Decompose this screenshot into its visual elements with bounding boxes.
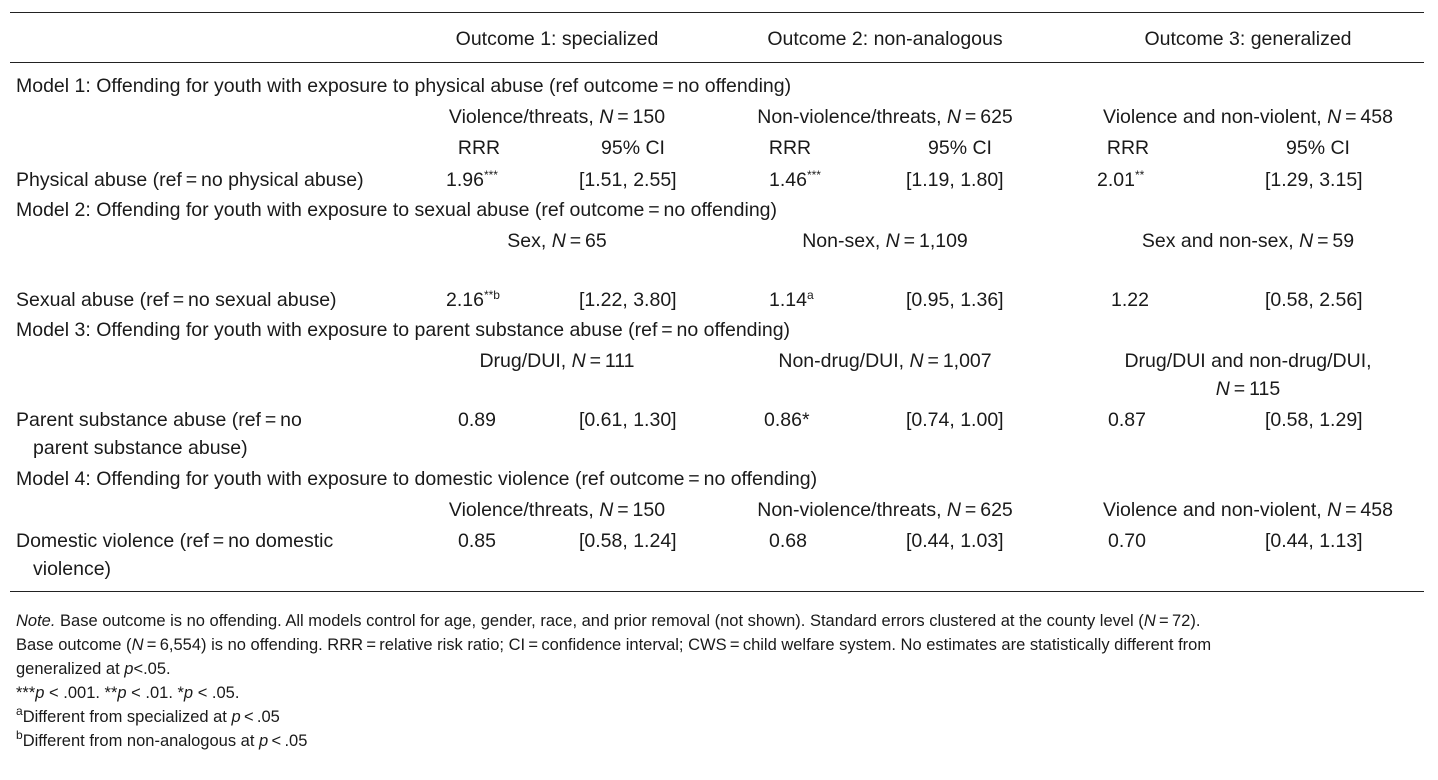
outcome-2-header: Outcome 2: non-analogous: [767, 28, 1003, 50]
footnote-b: bDifferent from non-analogous at p < .05: [16, 728, 308, 750]
model-2-rrr-3: 1.22: [1111, 289, 1149, 311]
model-3-rrr-3: 0.87: [1108, 409, 1146, 431]
model-4-row-label-line-2: violence): [33, 558, 112, 580]
model-2-group-2: Non-sex, N = 1,109: [802, 230, 968, 252]
model-4-rrr-3: 0.70: [1108, 530, 1146, 552]
model-3-group-1: Drug/DUI, N = 111: [479, 350, 635, 372]
model-1-group-3: Violence and non-violent, N = 458: [1103, 106, 1393, 128]
model-2-row-label: Sexual abuse (ref = no sexual abuse): [16, 289, 337, 311]
model-1-rrr-2: 1.46***: [769, 168, 821, 191]
model-2-title: Model 2: Offending for youth with exposu…: [16, 199, 778, 221]
header-bottom-rule: [10, 62, 1424, 63]
model-3-group-3-line-1: Drug/DUI and non-drug/DUI,: [1124, 350, 1372, 372]
model-4-ci-1: [0.58, 1.24]: [579, 530, 677, 552]
model-2-ci-3: [0.58, 2.56]: [1265, 289, 1363, 311]
model-1-rrr-header-3: RRR: [1106, 137, 1150, 159]
footnote-a: aDifferent from specialized at p < .05: [16, 704, 280, 726]
model-3-group-3-line-2: N = 115: [1215, 378, 1281, 400]
model-1-row-label: Physical abuse (ref = no physical abuse): [16, 169, 364, 191]
table-bottom-rule: [10, 591, 1424, 592]
note-line-3: generalized at p<.05.: [16, 660, 171, 678]
model-1-group-2: Non-violence/threats, N = 625: [757, 106, 1013, 128]
model-2-ci-2: [0.95, 1.36]: [906, 289, 1004, 311]
model-4-rrr-2: 0.68: [769, 530, 807, 552]
model-1-title: Model 1: Offending for youth with exposu…: [16, 75, 792, 97]
note-line-1: Note. Base outcome is no offending. All …: [16, 612, 1201, 630]
model-1-rrr-3: 2.01**: [1097, 168, 1145, 191]
model-1-ci-header-2: 95% CI: [928, 137, 992, 159]
model-2-group-3: Sex and non-sex, N = 59: [1141, 230, 1355, 252]
model-1-rrr-header-1: RRR: [457, 137, 501, 159]
model-4-ci-3: [0.44, 1.13]: [1265, 530, 1363, 552]
model-1-ci-header-3: 95% CI: [1286, 137, 1350, 159]
model-2-rrr-1: 2.16**b: [446, 288, 500, 311]
model-3-title: Model 3: Offending for youth with exposu…: [16, 319, 791, 341]
model-4-title: Model 4: Offending for youth with exposu…: [16, 468, 818, 490]
outcome-1-header: Outcome 1: specialized: [455, 28, 659, 50]
model-3-rrr-2: 0.86*: [764, 409, 810, 431]
note-line-2: Base outcome (N = 6,554) is no offending…: [16, 636, 1212, 654]
model-2-group-1: Sex, N = 65: [507, 230, 607, 252]
model-1-ci-3: [1.29, 3.15]: [1265, 169, 1363, 191]
model-3-row-label-line-1: Parent substance abuse (ref = no: [16, 409, 302, 431]
model-3-ci-1: [0.61, 1.30]: [579, 409, 677, 431]
model-3-rrr-1: 0.89: [458, 409, 496, 431]
model-4-row-label-line-1: Domestic violence (ref = no domestic: [16, 530, 334, 552]
table-top-rule: [10, 12, 1424, 13]
model-4-ci-2: [0.44, 1.03]: [906, 530, 1004, 552]
significance-legend: ***p < .001. **p < .01. *p < .05.: [16, 684, 240, 702]
model-1-ci-2: [1.19, 1.80]: [906, 169, 1004, 191]
model-2-rrr-2: 1.14a: [769, 288, 814, 311]
model-1-rrr-header-2: RRR: [768, 137, 812, 159]
table-notes: Note. Base outcome is no offending. All …: [16, 609, 1426, 753]
model-3-row-label-line-2: parent substance abuse): [33, 437, 248, 459]
model-4-group-1: Violence/threats, N = 150: [448, 499, 666, 521]
model-3-ci-3: [0.58, 1.29]: [1265, 409, 1363, 431]
model-4-group-2: Non-violence/threats, N = 625: [757, 499, 1013, 521]
model-4-rrr-1: 0.85: [458, 530, 496, 552]
model-1-rrr-1: 1.96***: [446, 168, 498, 191]
model-1-ci-1: [1.51, 2.55]: [579, 169, 677, 191]
model-3-group-2: Non-drug/DUI, N = 1,007: [778, 350, 992, 372]
model-1-ci-header-1: 95% CI: [601, 137, 665, 159]
outcome-3-header: Outcome 3: generalized: [1144, 28, 1352, 50]
model-1-group-1: Violence/threats, N = 150: [448, 106, 666, 128]
model-3-ci-2: [0.74, 1.00]: [906, 409, 1004, 431]
model-4-group-3: Violence and non-violent, N = 458: [1103, 499, 1393, 521]
model-2-ci-1: [1.22, 3.80]: [579, 289, 677, 311]
